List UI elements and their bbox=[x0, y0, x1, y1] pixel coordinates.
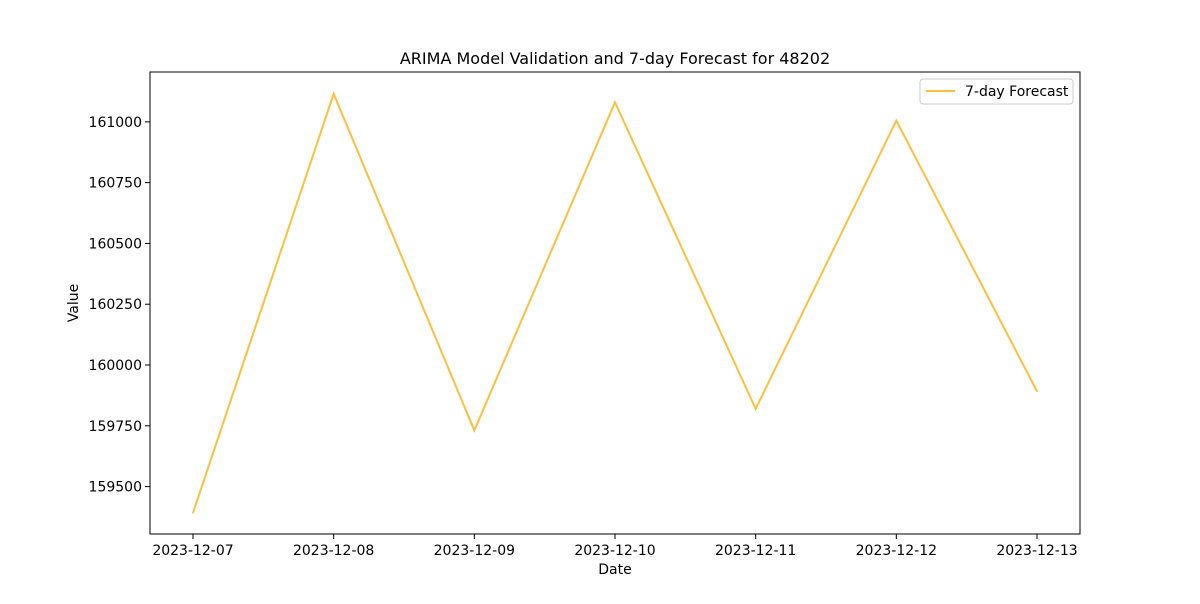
series-layer bbox=[192, 91, 1038, 514]
y-tick-label-160750: 160750 bbox=[89, 176, 142, 192]
data-point-2023-12-08 bbox=[332, 93, 335, 95]
data-point-2023-12-10 bbox=[614, 101, 616, 104]
plot-area bbox=[149, 71, 1081, 535]
legend-label-7-day-forecast: 7-day Forecast bbox=[965, 84, 1069, 100]
y-tick-label-159750: 159750 bbox=[89, 419, 142, 435]
y-tick-label-159500: 159500 bbox=[89, 480, 142, 496]
x-axis: 2023-12-07 2023-12-08 2023-12-09 2023-12-10… bbox=[152, 534, 1078, 559]
x-tick-label-2023-12-11: 2023-12-11 bbox=[715, 543, 796, 559]
x-tick-label-2023-12-13: 2023-12-13 bbox=[996, 543, 1077, 559]
x-tick-label-2023-12-07: 2023-12-07 bbox=[152, 543, 233, 559]
data-point-2023-12-13 bbox=[1036, 390, 1038, 393]
y-tick-label-160000: 160000 bbox=[89, 358, 142, 374]
series-line-7-day-forecast bbox=[192, 91, 1038, 514]
x-tick-label-2023-12-12: 2023-12-12 bbox=[856, 543, 937, 559]
x-tick-label-2023-12-08: 2023-12-08 bbox=[293, 543, 374, 559]
x-axis-label: Date bbox=[598, 562, 631, 578]
y-tick-label-161000: 161000 bbox=[89, 115, 142, 131]
legend: 7-day Forecast bbox=[919, 78, 1074, 105]
data-point-2023-12-12 bbox=[895, 119, 898, 122]
y-tick-label-160500: 160500 bbox=[89, 236, 142, 252]
plot-frame bbox=[149, 71, 1081, 535]
data-point-2023-12-07 bbox=[192, 512, 194, 514]
chart-title: ARIMA Model Validation and 7-day Forecas… bbox=[400, 49, 830, 68]
legend-box bbox=[919, 78, 1074, 105]
y-axis-label: Value bbox=[66, 284, 82, 322]
y-axis: 159500 159750 160000 160250 160500 160750 1610… bbox=[89, 115, 150, 496]
x-tick-label-2023-12-10: 2023-12-10 bbox=[574, 543, 655, 559]
x-tick-label-2023-12-09: 2023-12-09 bbox=[434, 543, 515, 559]
data-point-2023-12-11 bbox=[754, 407, 757, 410]
data-point-2023-12-09 bbox=[473, 429, 476, 432]
y-tick-label-160250: 160250 bbox=[89, 297, 142, 313]
